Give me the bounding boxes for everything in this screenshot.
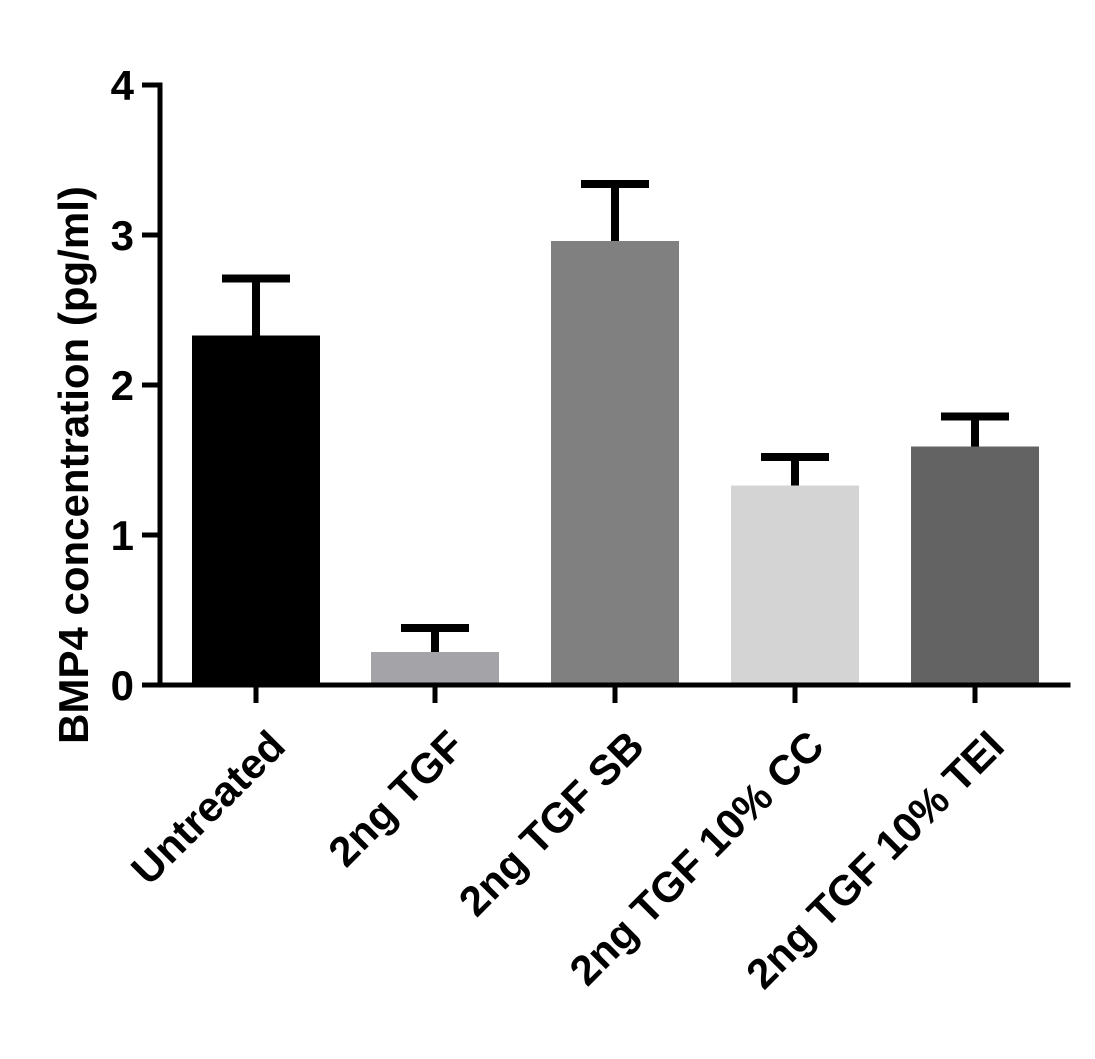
y-ticks-layer: 0 1 2 3 4 [111,62,160,709]
error-bar-2ng-tgf-10-tei [941,412,1009,447]
error-bar-2ng-tgf [401,624,469,652]
bar-2ng-tgf-10-cc [731,485,859,685]
error-bar-2ng-tgf-10-cc [761,453,829,486]
y-axis-label: BMP4 concentration (pg/ml) [50,186,97,744]
bar-2ng-tgf-sb [551,241,679,685]
error-bars-layer [222,180,1009,652]
bar-2ng-tgf-10-tei [911,446,1039,685]
y-tick-label: 3 [111,212,134,259]
x-tick-label: 2ng TGF [319,722,473,876]
error-bar-untreated [222,274,290,336]
bars-layer [192,241,1039,685]
y-tick-label: 4 [111,62,135,109]
x-tick-label: 2ng TGF SB [450,722,653,925]
bar-untreated [192,335,320,685]
y-tick-label: 2 [111,362,134,409]
x-tick-label: Untreated [122,722,294,894]
y-tick-label: 0 [111,662,134,709]
error-bar-2ng-tgf-sb [581,180,649,241]
bar-2ng-tgf [371,652,499,685]
y-tick-label: 1 [111,512,134,559]
